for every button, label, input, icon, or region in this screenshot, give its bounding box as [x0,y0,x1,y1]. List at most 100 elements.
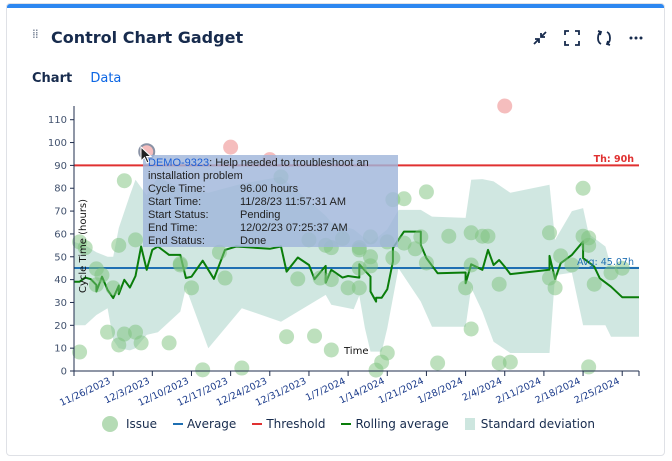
issue-point[interactable] [541,225,557,241]
tab-data[interactable]: Data [90,71,122,86]
issue-point[interactable] [111,237,127,253]
issue-point[interactable] [497,98,513,114]
issue-point[interactable] [72,344,88,360]
issue-tooltip: DEMO-9323: Help needed to troubleshoot a… [143,155,398,247]
issue-point[interactable] [323,342,339,358]
tooltip-row: Start Status: Pending [148,209,281,221]
view-tabs: Chart Data [32,71,135,86]
drag-handle-icon[interactable]: ⁞⁞ [32,27,39,41]
issue-point[interactable] [183,280,199,296]
issue-point[interactable] [88,277,104,293]
y-tick-label: 0 [61,367,67,378]
gadget-title: Control Chart Gadget [51,28,244,47]
issue-point[interactable] [463,257,479,273]
y-tick-label: 20 [54,321,67,332]
fullscreen-icon[interactable] [562,28,582,48]
y-tick-label: 110 [48,115,67,126]
issue-point[interactable] [105,280,121,296]
x-tick-label: 1/28/2024 [416,376,465,407]
issue-point[interactable] [116,173,132,189]
issue-point[interactable] [564,257,580,273]
average-label: Avg: 45.07h [577,257,634,268]
legend-standard-deviation[interactable]: Standard deviation [464,417,595,431]
issue-point[interactable] [586,276,602,292]
tooltip-row: Start Time: 11/28/23 11:57:31 AM [148,196,347,208]
issue-point[interactable] [418,184,434,200]
issue-point[interactable] [430,355,446,371]
y-tick-label: 40 [54,275,67,286]
control-chart-gadget: ⁞⁞ Control Chart Gadget Chart Data [6,3,665,456]
issue-point[interactable] [116,326,132,342]
tooltip-row: End Time: 12/02/23 07:25:37 AM [148,222,348,234]
tooltip-row: Cycle Time: 96.00 hours [148,183,299,195]
issue-point[interactable] [491,276,507,292]
issue-point[interactable] [234,360,250,376]
tab-chart[interactable]: Chart [32,71,73,86]
issue-point[interactable] [161,335,177,351]
issue-point[interactable] [458,280,474,296]
y-tick-label: 100 [48,138,67,149]
issue-point[interactable] [407,241,423,257]
issue-point[interactable] [385,250,401,266]
chart-legend: Issue Average Threshold Rolling average … [102,416,611,432]
average-swatch [173,423,184,425]
issue-point[interactable] [128,232,144,248]
y-axis-label: Cycle Time (hours) [78,199,89,293]
tooltip-issue-link[interactable]: DEMO-9323 [148,157,210,169]
issue-point[interactable] [279,329,295,345]
issue-point[interactable] [379,345,395,361]
issue-point[interactable] [396,191,412,207]
issue-point[interactable] [172,256,188,272]
issue-point[interactable] [323,272,339,288]
issue-point[interactable] [351,280,367,296]
x-tick-label: 2/25/2024 [573,376,622,407]
issue-point[interactable] [217,270,233,286]
issue-point[interactable] [223,139,239,155]
issue-point[interactable] [312,270,328,286]
issue-point[interactable] [340,280,356,296]
issue-point[interactable] [195,362,211,378]
y-tick-label: 70 [54,207,67,218]
minimize-icon[interactable] [530,28,550,48]
legend-average[interactable]: Average [173,417,236,431]
x-axis-label: Time [343,346,368,357]
more-icon[interactable] [626,28,646,48]
issue-point[interactable] [480,228,496,244]
y-tick-label: 80 [54,184,67,195]
legend-rolling-average[interactable]: Rolling average [341,417,449,431]
issue-point[interactable] [133,335,149,351]
issue-point[interactable] [575,180,591,196]
issue-point[interactable] [553,248,569,264]
issue-point[interactable] [491,355,507,371]
issue-point[interactable] [463,321,479,337]
tooltip-summary: : Help needed to troubleshoot an install… [148,157,369,182]
issue-point[interactable] [362,258,378,274]
threshold-swatch [252,423,263,425]
issue-point[interactable] [290,271,306,287]
issue-point[interactable] [351,260,367,276]
gadget-accent-bar [7,4,664,8]
issue-point[interactable] [100,324,116,340]
y-tick-label: 90 [54,161,67,172]
refresh-icon[interactable] [594,28,614,48]
y-tick-label: 30 [54,298,67,309]
issue-point[interactable] [77,240,93,256]
issue-point[interactable] [418,255,434,271]
issue-point[interactable] [614,260,630,276]
rolling-average-line [74,230,639,303]
issue-point[interactable] [211,244,227,260]
issue-point[interactable] [547,280,563,296]
mouse-cursor-icon [140,146,153,164]
y-tick-label: 60 [54,229,67,240]
issue-point[interactable] [441,228,457,244]
y-tick-label: 10 [54,344,67,355]
issue-point[interactable] [581,237,597,253]
issue-point[interactable] [413,229,429,245]
issue-point[interactable] [307,328,323,344]
issue-point[interactable] [396,235,412,251]
issue-point[interactable] [502,354,518,370]
legend-issue[interactable]: Issue [102,416,157,432]
legend-threshold[interactable]: Threshold [252,417,325,431]
rolling-swatch [341,423,352,425]
issue-swatch [102,416,118,432]
